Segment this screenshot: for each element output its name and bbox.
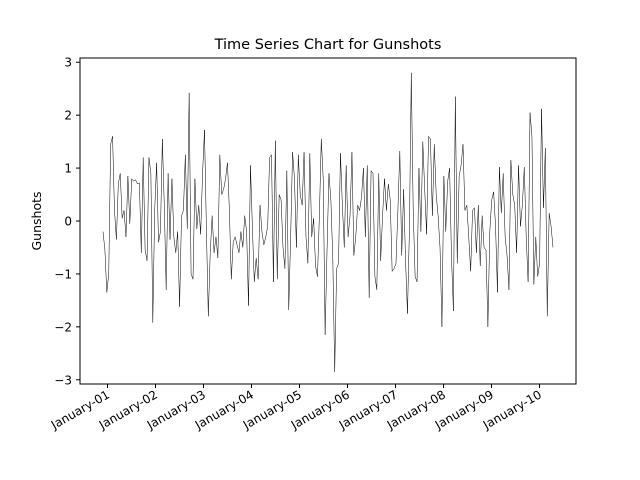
- y-tick-label: −3: [54, 373, 72, 387]
- y-axis-ticks: −3 −2 −1 0 1 2 3: [54, 56, 80, 387]
- y-axis-label: Gunshots: [29, 191, 44, 250]
- y-tick-label: 2: [64, 109, 72, 123]
- y-tick-label: 0: [64, 215, 72, 229]
- y-tick-label: 1: [64, 162, 72, 176]
- y-tick-label: 3: [64, 56, 72, 70]
- chart-title: Time Series Chart for Gunshots: [214, 37, 442, 53]
- plot-area-frame: [79, 57, 577, 385]
- y-tick-label: −1: [54, 267, 72, 281]
- gunshots-series-line: [102, 72, 554, 373]
- y-tick-label: −2: [54, 320, 72, 334]
